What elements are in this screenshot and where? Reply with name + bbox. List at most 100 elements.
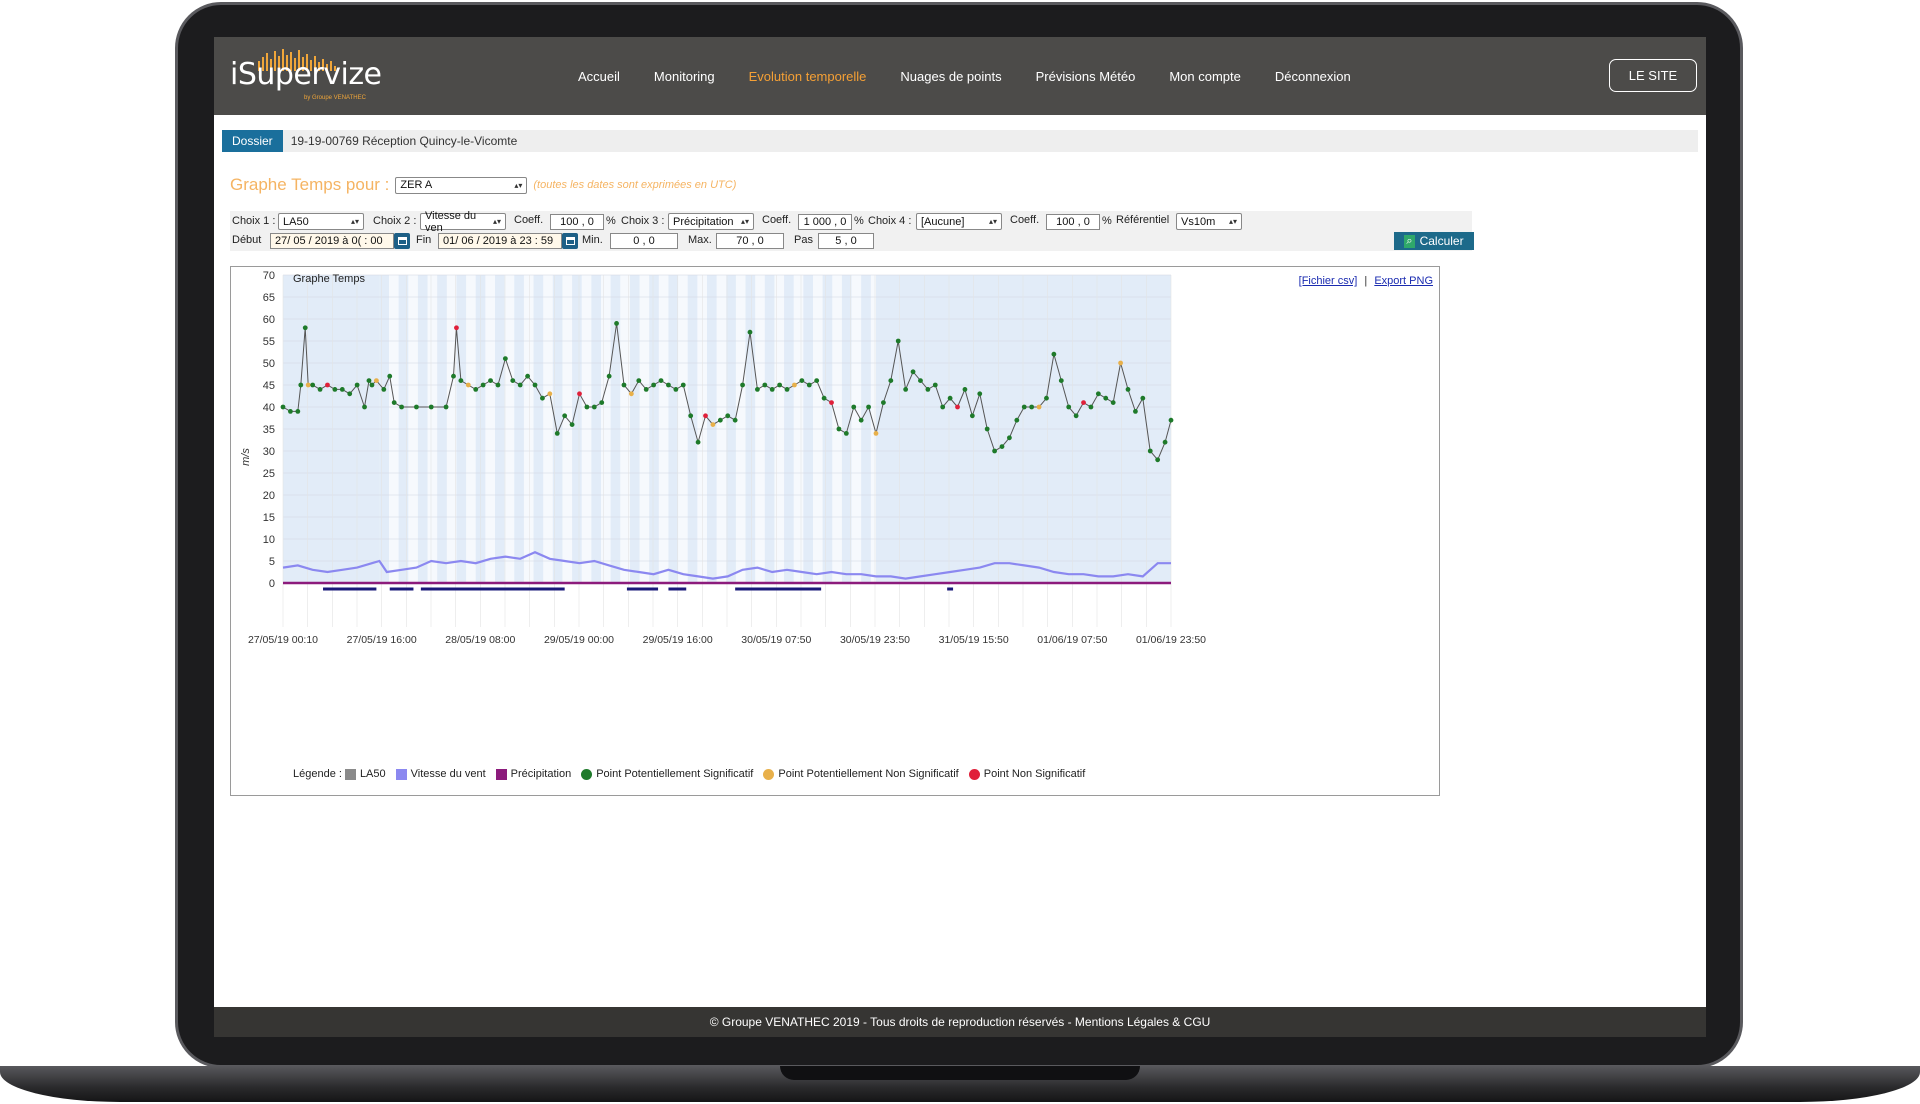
nav-monitoring[interactable]: Monitoring (653, 68, 715, 84)
la50-point (777, 382, 783, 388)
la50-point (1021, 404, 1027, 410)
la50-point (1007, 435, 1012, 441)
coeff4-input[interactable]: 100 , 0 (1046, 214, 1100, 230)
pct-sign: % (854, 215, 864, 227)
nav-nuages-de-points[interactable]: Nuages de points (900, 68, 1002, 84)
search-icon: ⌕ (1404, 234, 1415, 248)
zone-select[interactable]: ZER A ▴▾ (395, 176, 528, 194)
nav-evolution-temporelle[interactable]: Evolution temporelle (748, 68, 867, 84)
chart-title: Graphe Temps (293, 273, 365, 285)
referentiel-value: Vs10m (1181, 215, 1216, 228)
referentiel-select[interactable]: Vs10m ▴▾ (1176, 213, 1242, 230)
legend-swatch (395, 768, 407, 780)
la50-point (888, 378, 894, 383)
la50-point (1095, 391, 1101, 397)
coeff3-input[interactable]: 1 000 , 0 (798, 214, 852, 230)
la50-point (1162, 439, 1168, 445)
la50-point (562, 413, 568, 419)
la50-point (606, 373, 612, 379)
footer: © Groupe VENATHEC 2019 - Tous droits de … (214, 1007, 1706, 1037)
top-navbar: iSupervize by Groupe VENATHEC Accueil Mo… (214, 37, 1706, 115)
la50-point (325, 382, 330, 388)
nav-mon-compte[interactable]: Mon compte (1169, 68, 1241, 84)
choix2-select[interactable]: Vitesse du ven ▴▾ (420, 210, 506, 234)
la50-point (969, 413, 975, 419)
la50-point (910, 369, 916, 375)
la50-point (836, 426, 842, 432)
la50-point (821, 395, 827, 401)
la50-point (347, 391, 353, 397)
pas-input[interactable]: 5 , 0 (818, 233, 874, 249)
nav-accueil[interactable]: Accueil (578, 68, 620, 84)
la50-point (881, 400, 886, 405)
legend-label: Précipitation (510, 768, 572, 780)
la50-point (992, 448, 997, 454)
legend-swatch (344, 768, 356, 780)
choix4-value: [Aucune] (921, 215, 965, 228)
utc-note: (toutes les dates sont exprimées en UTC) (533, 179, 737, 191)
png-export-link[interactable]: Export PNG (1374, 275, 1433, 287)
max-input[interactable]: 70 , 0 (716, 233, 784, 249)
la50-point (866, 404, 871, 410)
la50-point (399, 404, 404, 410)
la50-point (305, 382, 311, 388)
la50-point (1058, 378, 1064, 383)
coeff1-input[interactable]: 100 , 0 (550, 214, 604, 230)
la50-point (932, 382, 938, 388)
chart-frame: 0 5 10 15 20 25 30 35 40 45 50 55 60 65 70 m/s 27/05/19 … (230, 266, 1440, 796)
debut-datetime-input[interactable]: 27/ 05 / 2019 à 0( : 00 (270, 233, 394, 249)
legend-item-precipitation: Précipitation (493, 768, 572, 780)
la50-point (947, 395, 953, 401)
la50-point (925, 387, 931, 392)
la50-point (577, 391, 582, 397)
la50-point (1118, 360, 1123, 366)
la50-point (732, 417, 738, 423)
la50-point (569, 422, 575, 427)
time-series-chart: 0 5 10 15 20 25 30 35 40 45 50 55 60 65 70 m/s 27/05/19 … (240, 270, 1206, 646)
la50-point (843, 431, 849, 436)
la50-point (666, 382, 671, 388)
x-tick-label: 29/05/19 00:00 (544, 634, 614, 646)
la50-point (621, 382, 627, 388)
fin-calendar-icon[interactable] (562, 233, 578, 249)
fin-datetime-input[interactable]: 01/ 06 / 2019 à 23 : 59 (438, 233, 562, 249)
min-input[interactable]: 0 , 0 (610, 233, 678, 249)
la50-point (1103, 395, 1109, 401)
nav-previsions-meteo[interactable]: Prévisions Météo (1035, 68, 1136, 84)
la50-point (1036, 404, 1042, 410)
la50-point (1125, 387, 1131, 392)
la50-point (962, 387, 968, 392)
referentiel-label: Référentiel (1116, 214, 1170, 226)
logo-subtitle: by Groupe VENATHEC (304, 95, 366, 101)
x-tick-label: 27/05/19 00:10 (248, 634, 318, 646)
choix4-select[interactable]: [Aucune] ▴▾ (916, 213, 1002, 230)
la50-point (873, 431, 879, 436)
la50-point (540, 395, 545, 401)
le-site-button[interactable]: LE SITE (1609, 59, 1697, 92)
y-tick-label: 10 (263, 534, 275, 546)
choix1-select[interactable]: LA50 ▴▾ (278, 213, 364, 230)
la50-point (673, 387, 679, 392)
nav-deconnexion[interactable]: Déconnexion (1274, 68, 1351, 84)
y-tick-label: 50 (263, 358, 275, 370)
app-screen: iSupervize by Groupe VENATHEC Accueil Mo… (214, 37, 1706, 1037)
la50-point (525, 373, 531, 379)
la50-point (502, 356, 508, 361)
y-tick-label: 0 (269, 578, 275, 590)
legend-item-vitesse-vent: Vitesse du vent (393, 768, 486, 780)
la50-point (366, 378, 372, 383)
la50-point (1140, 395, 1146, 401)
la50-point (280, 404, 286, 410)
calculer-button[interactable]: ⌕ Calculer (1394, 232, 1474, 250)
controls-panel: Choix 1 : LA50 ▴▾ Choix 2 : Vitesse du ve… (230, 210, 1474, 251)
la50-point (510, 378, 516, 383)
la50-point (717, 417, 723, 423)
logo[interactable]: iSupervize by Groupe VENATHEC (230, 49, 382, 103)
la50-point (1133, 409, 1138, 414)
csv-export-link[interactable]: [Fichier csv] (1298, 275, 1358, 287)
debut-calendar-icon[interactable] (394, 233, 410, 249)
choix3-select[interactable]: Précipitation ▴▾ (668, 213, 754, 230)
la50-point (414, 404, 419, 410)
la50-point (695, 439, 701, 445)
max-label: Max. (688, 234, 712, 246)
